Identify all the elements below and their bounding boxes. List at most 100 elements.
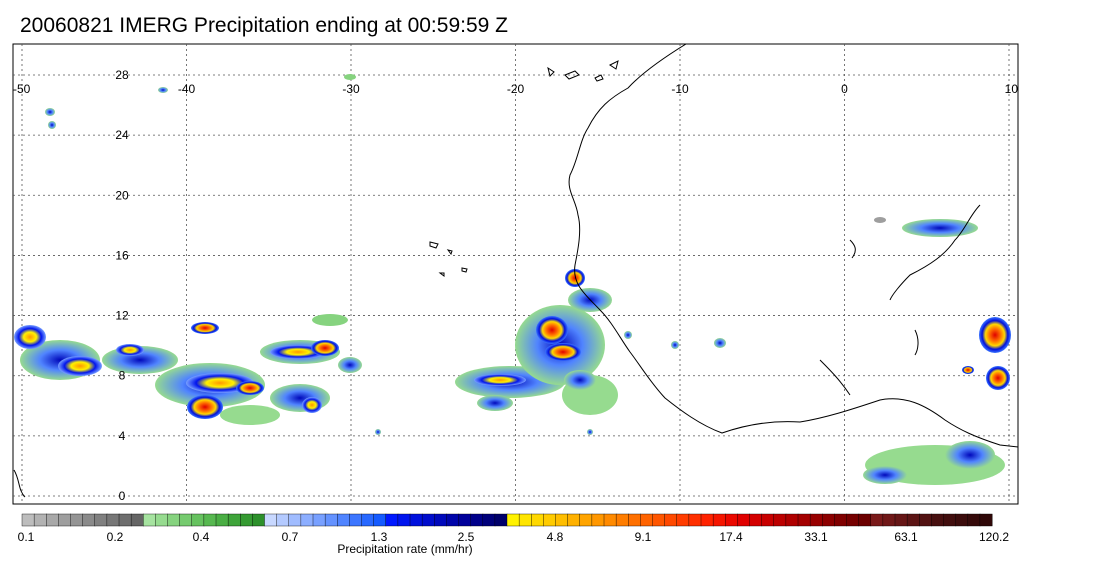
colorbar-swatch [288,513,302,527]
colorbar-swatch [143,513,156,527]
lat-tick-label: 4 [119,429,126,443]
lon-tick-label: -20 [507,82,525,96]
rain-cell [714,338,726,348]
colorbar-swatch [409,513,423,527]
rain-cell [236,381,264,395]
lat-tick-label: 28 [115,68,129,82]
colorbar-tick-label: 0.1 [18,530,35,544]
rain-cell [338,357,362,373]
lon-tick-label: -50 [13,82,31,96]
colorbar-swatch [240,513,253,527]
map-grid [13,44,1018,504]
colorbar-tick-label: 0.2 [107,530,124,544]
rain-cell [477,395,513,411]
colorbar-swatch [846,513,860,527]
rain-cell [158,87,168,93]
colorbar-swatch [749,513,763,527]
colorbar-swatch [33,513,47,527]
lat-tick-label: 24 [115,128,129,142]
colorbar-swatch [421,513,435,527]
rain-cell [536,316,568,344]
colorbar-swatch [337,513,350,527]
lat-tick-label: 8 [119,369,126,383]
colorbar-swatch [615,513,629,527]
colorbar-tick-label: 63.1 [894,530,918,544]
colorbar-swatch [155,513,169,527]
colorbar-swatch [603,513,617,527]
lat-tick-label: 0 [119,489,126,503]
colorbar-swatch [652,513,666,527]
colorbar-swatch [264,513,278,527]
colorbar-swatch [361,513,375,527]
colorbar-swatch [349,513,363,527]
interior-border [889,204,981,301]
colorbar-swatch [215,513,229,527]
colorbar-swatch [543,513,557,527]
rain-cell [312,314,348,326]
rain-cell [344,74,356,80]
south-america-coast [13,469,26,498]
colorbar-swatch [506,513,520,527]
colorbar-tick-label: 9.1 [635,530,652,544]
colorbar-swatch [94,513,108,527]
colorbar-tick-label: 17.4 [719,530,743,544]
rain-cell [587,429,593,435]
colorbar-swatch [640,513,654,527]
colorbar-swatch [227,513,241,527]
rain-cell [863,466,907,484]
colorbar-swatch [676,513,690,527]
colorbar-swatch [725,513,738,527]
colorbar-swatch [628,513,641,527]
colorbar-swatch [70,513,84,527]
colorbar-swatch [919,513,932,527]
rain-cell [986,366,1010,390]
colorbar-swatch [434,513,447,527]
lon-tick-label: -30 [342,82,360,96]
lat-tick-label: 20 [115,188,129,202]
colorbar-swatch [167,513,181,527]
rain-cell [14,325,46,349]
colorbar-swatch [967,513,981,527]
colorbar-swatch [567,513,581,527]
lon-tick-label: 10 [1005,82,1019,96]
colorbar-swatch [373,513,387,527]
rain-cell [220,405,280,425]
colorbar-tick-label: 33.1 [804,530,828,544]
lon-tick-label: -10 [671,82,689,96]
colorbar-swatch [118,513,132,527]
lat-tick-label: 12 [115,309,129,323]
colorbar-label: Precipitation rate (mm/hr) [337,542,472,556]
colorbar-swatch [555,513,569,527]
colorbar-swatch [894,513,908,527]
colorbar-swatch [834,513,848,527]
rain-cell [962,366,974,374]
colorbar-swatch [858,513,872,527]
rain-cell [48,121,56,129]
colorbar-swatch [870,513,884,527]
colorbar-swatch [130,513,144,527]
colorbar-swatch [906,513,920,527]
colorbar-swatch [737,513,751,527]
colorbar-swatch [955,513,969,527]
colorbar-swatch [518,513,532,527]
colorbar-swatch [82,513,96,527]
rain-cell [191,322,219,334]
colorbar-swatch [494,513,508,527]
rain-cell [116,344,144,356]
colorbar-swatch [882,513,896,527]
colorbar-swatch [276,513,290,527]
colorbar-swatch [531,513,544,527]
colorbar-swatch [324,513,338,527]
inland-features [819,239,919,396]
colorbar-tick-label: 0.7 [282,530,299,544]
rain-cell [902,219,978,237]
colorbar-swatch [312,513,326,527]
rain-cell [671,341,679,349]
colorbar-swatch [397,513,411,527]
axis-labels: -50 -40 -30 -20 -10 0 10 0 4 8 12 16 20 24 28 [13,68,1018,503]
rain-cell [58,356,102,376]
rain-cell [565,269,585,287]
colorbar-swatch [21,513,35,527]
colorbar-swatch [191,513,205,527]
colorbar-tick-label: 4.8 [547,530,564,544]
